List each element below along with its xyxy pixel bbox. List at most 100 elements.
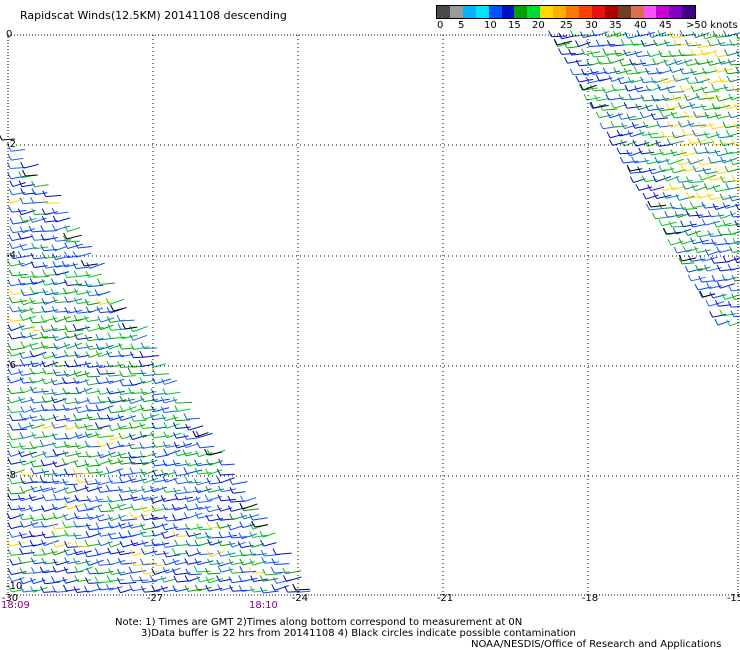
wind-barb [575,75,594,83]
wind-barb [734,220,740,228]
wind-barb [84,485,103,492]
wind-barb [260,539,277,547]
wind-barb [9,226,29,234]
wind-barb [74,288,92,296]
wind-barb [620,38,639,46]
wind-barb [717,58,736,65]
wind-barb [195,450,213,458]
wind-barb [271,584,289,591]
wind-barb [7,450,25,457]
wind-barb [161,486,181,493]
wind-barb [117,388,135,396]
wind-barb [151,568,170,575]
wind-barb [7,487,26,495]
wind-barb [129,511,148,519]
wind-barb [107,521,126,529]
wind-barb [42,261,61,269]
wind-barb [17,422,35,430]
wind-barb [105,369,123,377]
wind-barb [218,531,238,539]
wind-barb [108,502,126,510]
wind-barb [663,227,682,235]
wind-barb [677,120,695,128]
wind-barb [130,494,149,502]
wind-barb [39,485,56,493]
legend-label: 30 [585,20,598,31]
wind-barb [712,203,730,210]
wind-barb [205,468,223,476]
wind-barb [29,405,48,413]
wind-barb [586,59,603,66]
wind-barb [8,441,26,449]
wind-barb [687,158,704,165]
wind-barb [626,164,643,172]
wind-barb [130,549,147,556]
wind-barb [72,262,89,270]
wind-barb [229,585,248,592]
wind-barb [623,49,643,57]
wind-barb [695,264,711,272]
wind-barb [151,529,169,537]
wind-barb [160,495,179,502]
wind-barb [141,540,160,547]
wind-barb [639,59,660,67]
wind-barb [84,431,100,439]
wind-barb [31,432,48,439]
wind-barb [94,576,113,583]
wind-barb [117,414,137,422]
wind-barb [85,342,104,350]
wind-barb [73,520,91,528]
wind-barb [162,566,181,574]
wind-barb [31,242,49,250]
legend-swatch [578,6,592,18]
y-tick-label: -2 [6,139,16,150]
wind-barb [51,244,67,252]
wind-barb [19,469,36,476]
wind-barb [679,84,695,92]
wind-barb [599,122,619,130]
wind-barb [194,558,214,566]
wind-barb [716,246,733,253]
legend-label: >50 knots [686,20,738,31]
wind-barb [39,476,60,484]
wind-barb [673,39,693,47]
wind-barb [72,468,92,475]
wind-barb [719,193,737,201]
wind-barb [129,574,149,582]
wind-barb [52,234,72,242]
wind-barb [73,370,90,377]
wind-barb [185,423,204,431]
wind-barb [706,173,726,181]
wind-barb [594,94,610,102]
wind-barb [140,468,159,476]
y-tick-label: -8 [6,470,16,481]
wind-barb [651,94,670,102]
wind-barb [117,568,133,576]
wind-barb [52,296,72,303]
wind-barb [665,102,684,110]
wind-barb [106,387,125,395]
wind-barb [74,432,93,439]
wind-barb [729,210,740,218]
wind-barb [7,324,25,332]
wind-barb [51,576,68,583]
wind-barb [51,503,68,511]
wind-barb [63,566,83,574]
wind-barb [163,448,181,456]
wind-barb [664,211,684,218]
legend-swatch [682,6,696,18]
wind-barb [0,134,16,141]
wind-barb [608,75,625,82]
legend-label: 10 [484,20,497,31]
wind-barb [696,192,714,200]
wind-barb [711,103,731,110]
wind-barb [29,306,48,314]
wind-barb [84,440,101,448]
legend-swatch [669,6,683,18]
legend-label: 15 [508,20,521,31]
legend-swatch [437,6,450,18]
wind-barb [6,540,26,547]
wind-barb [206,459,224,466]
wind-barb [707,156,727,164]
wind-barb [216,575,232,582]
